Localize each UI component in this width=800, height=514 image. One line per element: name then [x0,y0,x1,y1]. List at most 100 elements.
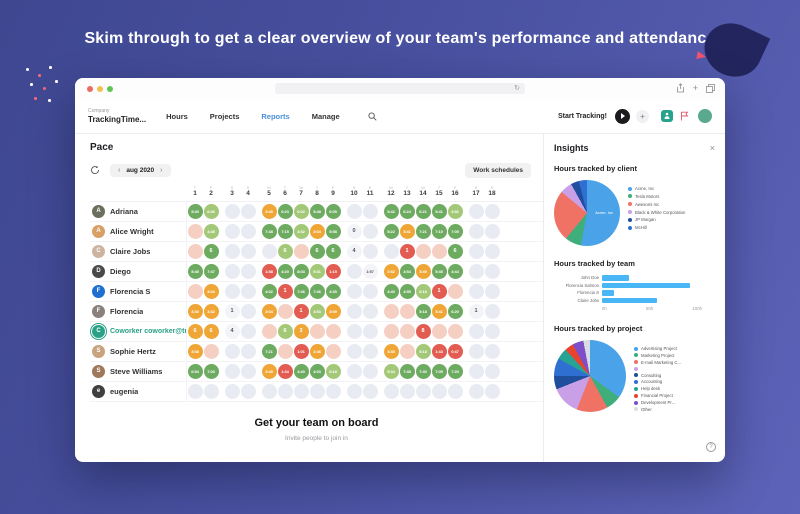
pace-circle[interactable]: 3:49 [415,263,431,279]
pace-circle[interactable]: 5:22 [383,223,399,239]
pace-circle[interactable]: 6 [187,323,203,339]
pace-circle[interactable] [383,303,399,319]
pace-circle[interactable]: 1:01 [293,343,309,359]
pace-circle[interactable]: 7:48 [261,223,277,239]
search-icon[interactable] [368,111,377,121]
team-bar[interactable] [602,297,657,303]
pace-circle[interactable] [399,303,415,319]
pace-circle[interactable]: 7:48 [399,363,415,379]
pace-circle[interactable]: 6 [277,243,293,259]
pace-circle[interactable]: 1 [399,243,415,259]
pace-circle[interactable]: 8:03 [293,263,309,279]
cta-subtitle[interactable]: Invite people to join in [285,434,348,442]
pace-circle[interactable]: 1:15 [325,263,341,279]
pace-circle[interactable] [187,223,203,239]
pace-circle[interactable]: 1 [293,303,309,319]
pace-circle[interactable]: 3:04 [203,283,219,299]
share-icon[interactable] [676,83,685,93]
pace-circle[interactable]: 7:05 [431,363,447,379]
pace-circle[interactable] [325,323,341,339]
pace-circle[interactable]: 3:41 [399,223,415,239]
pace-circle[interactable]: 6 [325,243,341,259]
pace-circle[interactable]: 5:42 [383,203,399,219]
pace-circle[interactable]: 7:05 [447,223,463,239]
pace-circle[interactable]: 6:54 [187,363,203,379]
pace-circle[interactable]: 7:03 [203,363,219,379]
pace-circle[interactable]: 3:09 [325,303,341,319]
pace-circle[interactable]: 4:53 [309,303,325,319]
pace-circle[interactable]: 4:03 [309,363,325,379]
pace-circle[interactable] [187,283,203,299]
pace-circle[interactable]: 1 [468,303,484,319]
pace-circle[interactable]: 6:18 [415,283,431,299]
pace-circle[interactable]: 0:47 [447,343,463,359]
next-month-icon[interactable]: › [160,166,163,174]
pace-circle[interactable]: 5:34 [383,363,399,379]
pace-circle[interactable]: 6:21 [415,203,431,219]
reload-icon[interactable]: ↻ [514,85,520,92]
pace-circle[interactable]: 1:43 [431,343,447,359]
pace-circle[interactable]: 1:58 [261,263,277,279]
pace-circle[interactable]: 5:18 [415,343,431,359]
pace-circle[interactable]: 4 [346,243,362,259]
add-task-button[interactable]: + [636,109,649,123]
pace-circle[interactable]: 5:58 [325,223,341,239]
pace-circle[interactable]: 3:04 [309,223,325,239]
pace-circle[interactable]: 7:20 [447,363,463,379]
pace-circle[interactable]: 7:10 [431,223,447,239]
close-icon[interactable]: × [709,143,715,153]
pace-circle[interactable] [325,343,341,359]
pace-circle[interactable] [447,323,463,339]
nav-item-manage[interactable]: Manage [311,111,340,121]
pace-circle[interactable]: 4:55 [399,283,415,299]
pace-circle[interactable]: 3:04 [261,303,277,319]
pace-circle[interactable]: 4:40 [383,283,399,299]
pace-circle[interactable] [431,323,447,339]
pace-circle[interactable]: 1 [224,303,240,319]
pace-circle[interactable]: 7:21 [261,343,277,359]
pace-circle[interactable]: 6 [203,323,219,339]
pace-circle[interactable]: 5:48 [309,203,325,219]
help-button[interactable]: ? [706,442,716,452]
pace-circle[interactable]: 2:52 [383,263,399,279]
pace-circle[interactable]: 3:32 [203,303,219,319]
team-bar[interactable] [602,275,629,281]
close-window-button[interactable] [87,86,93,92]
pace-circle[interactable]: 4:02 [261,283,277,299]
work-schedules-button[interactable]: Work schedules [465,162,531,178]
tab-overview-icon[interactable] [706,83,715,93]
play-button[interactable] [615,108,630,124]
pace-circle[interactable]: 8 [415,323,431,339]
pace-circle[interactable]: 5:41 [431,203,447,219]
pace-circle[interactable] [415,243,431,259]
company-switcher[interactable]: Company TrackingTime... [88,108,146,124]
new-tab-icon[interactable]: + [692,82,698,93]
pace-circle[interactable]: 6:18 [325,363,341,379]
pace-circle[interactable]: 3:30 [187,303,203,319]
pace-circle[interactable]: 3:40 [261,363,277,379]
pace-circle[interactable]: 6:05 [325,203,341,219]
pace-circle[interactable] [203,343,219,359]
pace-circle[interactable] [447,283,463,299]
pace-circle[interactable]: 1:57 [362,263,378,279]
month-selector[interactable]: ‹ aug 2020 › [110,163,171,177]
pace-circle[interactable]: 6:20 [447,303,463,319]
pace-circle[interactable]: 5:40 [187,203,203,219]
nav-item-hours[interactable]: Hours [166,111,188,121]
pace-circle[interactable]: 4:44 [447,263,463,279]
pace-circle[interactable]: 6 [309,243,325,259]
pace-circle[interactable]: 5:18 [415,303,431,319]
pace-circle[interactable] [277,343,293,359]
pace-circle[interactable]: 4 [224,323,240,339]
pace-circle[interactable] [431,243,447,259]
pace-circle[interactable]: 4:20 [277,263,293,279]
zoom-window-button[interactable] [107,86,113,92]
pace-circle[interactable]: 7:21 [415,223,431,239]
prev-month-icon[interactable]: ‹ [118,166,121,174]
pace-circle[interactable]: 3:35 [383,343,399,359]
pace-circle[interactable] [293,243,309,259]
pace-circle[interactable]: 5:31 [309,263,325,279]
pace-circle[interactable]: 1:34 [277,363,293,379]
pace-circle[interactable]: 4:52 [447,203,463,219]
pace-circle[interactable] [261,323,277,339]
